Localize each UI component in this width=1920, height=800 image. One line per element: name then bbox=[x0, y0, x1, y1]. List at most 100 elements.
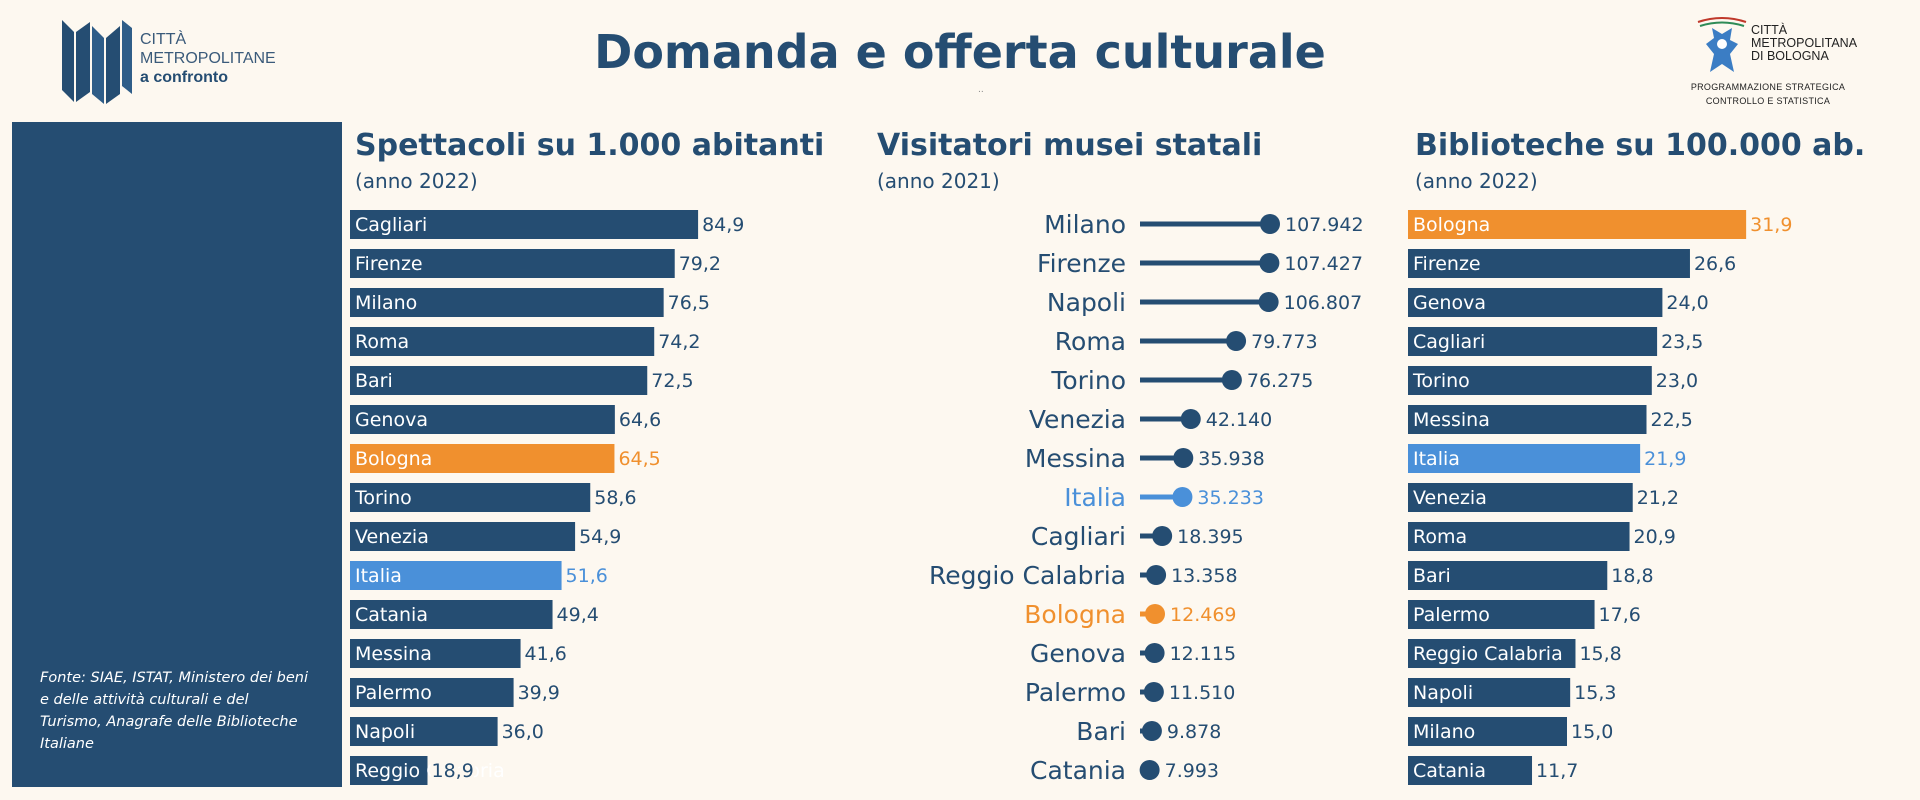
bar-reggio-calabria bbox=[350, 756, 428, 785]
bar-label-roma: Roma bbox=[1413, 526, 1467, 548]
category-label-messina: Messina bbox=[1025, 444, 1126, 473]
value-label-roma: 20,9 bbox=[1634, 526, 1676, 548]
value-label-roma: 74,2 bbox=[658, 331, 700, 353]
bar-label-italia: Italia bbox=[1413, 448, 1460, 470]
value-label-italia: 51,6 bbox=[566, 565, 608, 587]
bar-palermo bbox=[1408, 600, 1595, 629]
citta-metropolitana-bologna-logo: CITTÀ METROPOLITANA DI BOLOGNA PROGRAMMA… bbox=[1688, 14, 1857, 109]
category-label-torino: Torino bbox=[1050, 366, 1126, 395]
dot-bologna bbox=[1145, 604, 1166, 624]
logo-line-3: a confronto bbox=[140, 69, 228, 86]
bar-catania bbox=[1408, 756, 1533, 785]
bar-label-cagliari: Cagliari bbox=[1413, 331, 1485, 353]
value-label-catania: 11,7 bbox=[1536, 760, 1578, 782]
visitatori-lollipop-chart: Milano 107.942 Firenze 107.427 Napoli 106.807… bbox=[929, 210, 1364, 785]
value-label-genova: 12.115 bbox=[1170, 643, 1236, 665]
dot-venezia bbox=[1180, 409, 1201, 429]
bar-firenze bbox=[1408, 249, 1690, 278]
value-label-messina: 41,6 bbox=[525, 643, 567, 665]
logo-name-line-2: METROPOLITANA bbox=[1751, 36, 1858, 50]
bar-label-messina: Messina bbox=[355, 643, 432, 665]
value-label-milano: 107.942 bbox=[1285, 214, 1364, 236]
bar-label-catania: Catania bbox=[1413, 760, 1486, 782]
value-label-milano: 76,5 bbox=[668, 292, 710, 314]
bar-label-napoli: Napoli bbox=[355, 721, 415, 743]
bar-catania bbox=[350, 600, 553, 629]
logo-name-line-3: DI BOLOGNA bbox=[1751, 49, 1829, 63]
value-label-roma: 79.773 bbox=[1251, 331, 1317, 353]
bar-bologna bbox=[1408, 210, 1747, 239]
dot-napoli bbox=[1258, 292, 1279, 312]
bar-venezia bbox=[350, 522, 576, 551]
category-label-reggio-calabria: Reggio Calabria bbox=[929, 561, 1126, 590]
bar-reggio-calabria bbox=[1408, 639, 1576, 668]
value-label-bari: 72,5 bbox=[651, 370, 693, 392]
bar-label-palermo: Palermo bbox=[1413, 604, 1490, 626]
dot-reggio-calabria bbox=[1146, 565, 1167, 585]
bar-milano bbox=[350, 288, 664, 317]
side-panel: Fonte: SIAE, ISTAT, Ministero dei beni e… bbox=[12, 122, 342, 787]
dot-roma bbox=[1226, 331, 1247, 351]
bar-label-bari: Bari bbox=[355, 370, 393, 392]
bar-label-cagliari: Cagliari bbox=[355, 214, 427, 236]
dot-firenze bbox=[1259, 253, 1280, 273]
bar-napoli bbox=[1408, 678, 1571, 707]
bar-label-milano: Milano bbox=[1413, 721, 1475, 743]
bar-bari bbox=[1408, 561, 1608, 590]
bar-venezia bbox=[1408, 483, 1633, 512]
category-label-bari: Bari bbox=[1076, 717, 1126, 746]
value-label-cagliari: 23,5 bbox=[1661, 331, 1703, 353]
bar-label-torino: Torino bbox=[1412, 370, 1470, 392]
value-label-firenze: 79,2 bbox=[679, 253, 721, 275]
bar-label-roma: Roma bbox=[355, 331, 409, 353]
chart-title-biblioteche: Biblioteche su 100.000 ab. bbox=[1415, 128, 1866, 163]
bar-genova bbox=[350, 405, 615, 434]
value-label-napoli: 15,3 bbox=[1574, 682, 1616, 704]
dot-catania bbox=[1139, 760, 1160, 780]
bar-label-reggio-calabria: Reggio Calabria bbox=[1413, 643, 1563, 665]
bar-label-venezia: Venezia bbox=[355, 526, 429, 548]
source-note: Fonte: SIAE, ISTAT, Ministero dei beni e… bbox=[40, 670, 308, 752]
bar-bologna bbox=[350, 444, 615, 473]
value-label-reggio-calabria: 15,8 bbox=[1579, 643, 1621, 665]
category-label-palermo: Palermo bbox=[1025, 678, 1126, 707]
value-label-torino: 76.275 bbox=[1247, 370, 1313, 392]
bar-label-catania: Catania bbox=[355, 604, 428, 626]
value-label-cagliari: 84,9 bbox=[702, 214, 744, 236]
value-label-italia: 21,9 bbox=[1644, 448, 1686, 470]
bar-label-torino: Torino bbox=[354, 487, 412, 509]
value-label-italia: 35.233 bbox=[1197, 487, 1263, 509]
bar-roma bbox=[350, 327, 655, 356]
citta-metropolitane-logo: CITTÀ METROPOLITANE a confronto bbox=[60, 16, 310, 106]
value-label-palermo: 17,6 bbox=[1599, 604, 1641, 626]
chart-title-visitatori: Visitatori musei statali bbox=[877, 128, 1263, 163]
biblioteche-bar-chart: Bologna 31,9 Firenze 26,6 Genova 24,0 Cagliari… bbox=[1408, 210, 1792, 785]
bar-palermo bbox=[350, 678, 514, 707]
value-label-napoli: 36,0 bbox=[502, 721, 544, 743]
chart-subtitle-visitatori: (anno 2021) bbox=[877, 169, 1000, 193]
category-label-bologna: Bologna bbox=[1024, 600, 1126, 629]
value-label-bari: 18,8 bbox=[1611, 565, 1653, 587]
bar-napoli bbox=[350, 717, 498, 746]
bar-label-bologna: Bologna bbox=[1413, 214, 1490, 236]
chart-title-spettacoli: Spettacoli su 1.000 abitanti bbox=[355, 128, 825, 163]
category-label-venezia: Venezia bbox=[1029, 405, 1126, 434]
value-label-firenze: 26,6 bbox=[1694, 253, 1736, 275]
bar-label-genova: Genova bbox=[355, 409, 428, 431]
value-label-venezia: 42.140 bbox=[1206, 409, 1272, 431]
bar-label-firenze: Firenze bbox=[1413, 253, 1481, 275]
bar-messina bbox=[350, 639, 521, 668]
title-dots: .. bbox=[978, 85, 984, 95]
bar-label-messina: Messina bbox=[1413, 409, 1490, 431]
value-label-genova: 24,0 bbox=[1666, 292, 1708, 314]
bar-italia bbox=[350, 561, 562, 590]
bar-label-palermo: Palermo bbox=[355, 682, 432, 704]
value-label-napoli: 106.807 bbox=[1284, 292, 1363, 314]
bar-label-italia: Italia bbox=[355, 565, 402, 587]
category-label-catania: Catania bbox=[1030, 756, 1126, 785]
bar-bari bbox=[350, 366, 648, 395]
bologna-emblem-icon bbox=[1697, 17, 1747, 72]
category-label-milano: Milano bbox=[1044, 210, 1126, 239]
bar-genova bbox=[1408, 288, 1663, 317]
bar-label-firenze: Firenze bbox=[355, 253, 423, 275]
